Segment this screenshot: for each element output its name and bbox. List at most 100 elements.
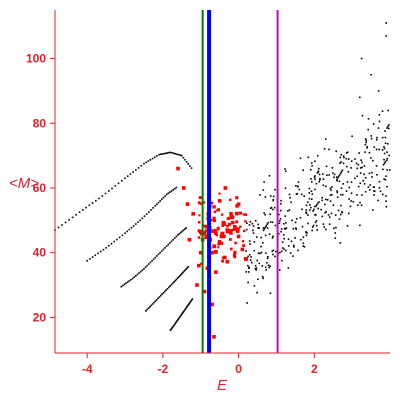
curve-point	[139, 270, 142, 273]
scatter-point	[349, 205, 352, 208]
scatter-point	[307, 201, 309, 204]
curve-point	[167, 192, 170, 195]
curve-point	[132, 171, 134, 173]
scatter-point	[350, 181, 353, 183]
scatter-point	[339, 156, 342, 159]
scatter-point	[375, 148, 378, 151]
scatter-point	[268, 266, 270, 269]
red-point	[210, 201, 214, 205]
scatter-point	[350, 160, 353, 162]
red-point	[233, 255, 237, 259]
red-point	[223, 234, 226, 238]
scatter-point	[301, 225, 304, 228]
curve-point	[75, 213, 77, 216]
scatter-point	[388, 169, 391, 171]
scatter-point	[281, 247, 284, 249]
red-point	[219, 234, 224, 239]
curve-point	[166, 287, 169, 290]
scatter-point	[279, 209, 282, 212]
black-dot-series	[54, 22, 391, 332]
scatter-point	[262, 277, 265, 280]
scatter-point	[305, 212, 308, 214]
red-square-series	[176, 166, 248, 339]
red-point	[219, 241, 224, 245]
scatter-point	[300, 238, 302, 241]
curve-point	[163, 290, 166, 293]
scatter-point	[281, 241, 284, 243]
scatter-point	[375, 165, 378, 167]
curve-point	[130, 278, 132, 281]
scatter-point	[340, 161, 342, 163]
scatter-point	[347, 212, 350, 215]
x-axis-title: E	[217, 377, 228, 394]
scatter-point	[361, 161, 363, 164]
curve-point	[117, 182, 120, 185]
scatter-point	[321, 199, 323, 202]
curve-point	[177, 234, 179, 236]
scatter-point	[383, 152, 386, 155]
scatter-point	[285, 249, 287, 252]
curve-point	[101, 195, 104, 197]
scatter-point	[356, 175, 358, 178]
scatter-point	[325, 198, 327, 201]
curve-point	[132, 225, 135, 227]
scatter-point	[338, 180, 341, 183]
red-point	[195, 283, 199, 287]
curve-point	[168, 151, 170, 154]
curve-point	[156, 203, 158, 205]
scatter-point	[245, 228, 248, 231]
scatter-point	[299, 157, 302, 160]
red-point	[243, 229, 246, 233]
scatter-point	[339, 172, 342, 175]
scatter-point	[364, 176, 367, 179]
red-point	[202, 231, 207, 236]
scatter-point	[359, 201, 361, 204]
scatter-point	[381, 149, 384, 151]
scatter-point	[269, 213, 272, 215]
scatter-point	[367, 128, 369, 131]
scatter-point	[357, 204, 359, 206]
curve-point	[164, 152, 167, 155]
scatter-point	[373, 186, 375, 188]
curve-point	[122, 284, 124, 287]
scatter-point	[330, 189, 332, 191]
curve-point	[169, 151, 172, 154]
scatter-point	[319, 177, 321, 180]
scatter-point	[255, 269, 258, 271]
scatter-point	[310, 190, 313, 192]
scatter-point	[326, 199, 329, 201]
curve-point	[135, 223, 137, 225]
y-tick-label: 80	[33, 116, 47, 130]
curve-point	[176, 153, 178, 156]
scatter-point	[385, 159, 388, 162]
curve-point	[116, 238, 118, 241]
scatter-point	[339, 242, 342, 244]
curve-point	[189, 300, 192, 303]
scatter-point	[343, 156, 345, 159]
curve-point	[71, 216, 74, 219]
y-axis-title: <M>	[9, 175, 39, 192]
curve-point	[120, 180, 123, 182]
scatter-point	[269, 195, 272, 197]
curve-point	[184, 158, 186, 161]
scatter-point	[278, 213, 280, 216]
curve-point	[185, 227, 187, 229]
scatter-point	[325, 185, 327, 188]
scatter-point	[262, 229, 265, 232]
scatter-point	[364, 143, 367, 146]
red-point	[197, 201, 201, 205]
red-point	[204, 235, 209, 240]
scatter-point	[331, 167, 334, 169]
scatter-point	[385, 205, 388, 208]
red-point	[212, 335, 216, 339]
scatter-point	[302, 245, 305, 247]
scatter-point	[267, 221, 269, 224]
red-point	[231, 228, 234, 231]
curve-point	[170, 190, 173, 192]
scatter-point	[256, 236, 258, 238]
curve-point	[178, 232, 181, 235]
red-point	[198, 196, 202, 200]
scatter-point	[287, 267, 290, 269]
scatter-point	[377, 90, 380, 92]
